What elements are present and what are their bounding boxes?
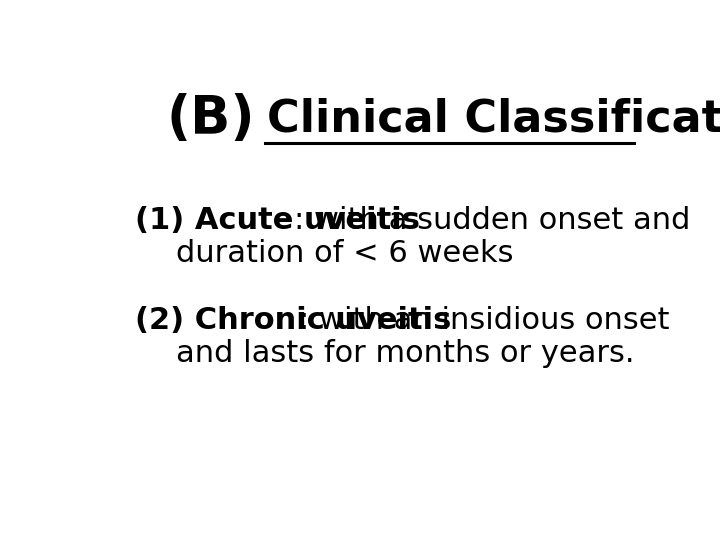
Text: (B): (B)	[166, 93, 255, 145]
Text: Clinical Classification: Clinical Classification	[267, 97, 720, 140]
Text: duration of < 6 weeks: duration of < 6 weeks	[176, 239, 514, 268]
Text: and lasts for months or years.: and lasts for months or years.	[176, 339, 635, 368]
Text: (2) Chronic uveitis: (2) Chronic uveitis	[135, 306, 451, 335]
Text: : with a sudden onset and: : with a sudden onset and	[294, 206, 690, 235]
Text: : with an insidious onset: : with an insidious onset	[300, 306, 670, 335]
Text: (1) Acute uveitis: (1) Acute uveitis	[135, 206, 420, 235]
